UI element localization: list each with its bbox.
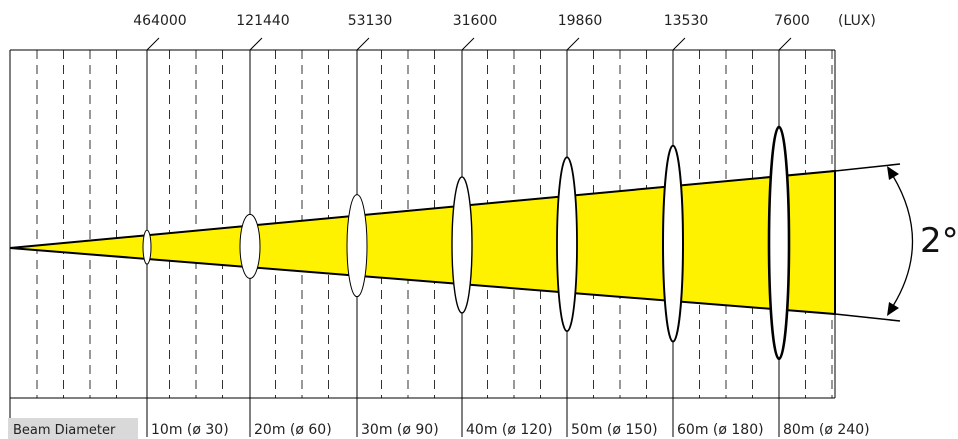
lux-leader-line bbox=[356, 37, 370, 51]
lux-leader-line bbox=[461, 37, 475, 51]
beam-section-ellipse bbox=[451, 176, 473, 314]
lux-leader-line bbox=[778, 37, 792, 51]
distance-label: 20m (ø 60) bbox=[254, 422, 332, 438]
distance-label: 50m (ø 150) bbox=[571, 422, 658, 438]
lux-unit-label: (LUX) bbox=[838, 13, 876, 29]
distance-label: 80m (ø 240) bbox=[783, 422, 870, 438]
lux-value-label: 19860 bbox=[558, 13, 603, 29]
angle-label: 2° bbox=[920, 221, 958, 261]
angle-arc bbox=[892, 175, 914, 307]
lux-leader-line bbox=[566, 37, 580, 51]
distance-label: 60m (ø 180) bbox=[677, 422, 764, 438]
beam-section-ellipse bbox=[767, 125, 791, 361]
lux-value-label: 53130 bbox=[348, 13, 393, 29]
lux-value-label: 7600 bbox=[774, 13, 810, 29]
lux-value-label: 31600 bbox=[453, 13, 498, 29]
lux-leader-line bbox=[249, 37, 263, 51]
angle-arrowhead-bottom bbox=[887, 302, 899, 316]
legend-background bbox=[8, 418, 138, 439]
angle-arrowhead-top bbox=[887, 166, 899, 180]
beam-cone bbox=[9, 169, 836, 316]
beam-section-ellipse bbox=[556, 156, 578, 333]
distance-label: 10m (ø 30) bbox=[151, 422, 229, 438]
lux-leader-line bbox=[146, 37, 160, 51]
lux-value-label: 121440 bbox=[236, 13, 289, 29]
beam-section-ellipse bbox=[346, 194, 368, 298]
beam-extension-bottom bbox=[834, 313, 901, 322]
distance-labels: 10m (ø 30) 20m (ø 60) 30m (ø 90) 40m (ø 120… bbox=[151, 422, 870, 438]
distance-label: 30m (ø 90) bbox=[361, 422, 439, 438]
beam-extension-top bbox=[834, 163, 901, 172]
beam-section-ellipse bbox=[142, 229, 152, 265]
lux-leader-lines bbox=[146, 37, 792, 51]
beam-section-ellipse bbox=[239, 213, 261, 279]
lux-labels: 464000 121440 53130 31600 19860 13530 7600 bbox=[133, 13, 810, 29]
distance-label: 40m (ø 120) bbox=[466, 422, 553, 438]
beam-sections bbox=[142, 125, 791, 361]
lux-value-label: 464000 bbox=[133, 13, 186, 29]
lux-leader-line bbox=[672, 37, 686, 51]
beam-section-ellipse bbox=[662, 144, 684, 343]
lux-value-label: 13530 bbox=[664, 13, 709, 29]
beam-diameter-label: Beam Diameter bbox=[13, 423, 116, 438]
